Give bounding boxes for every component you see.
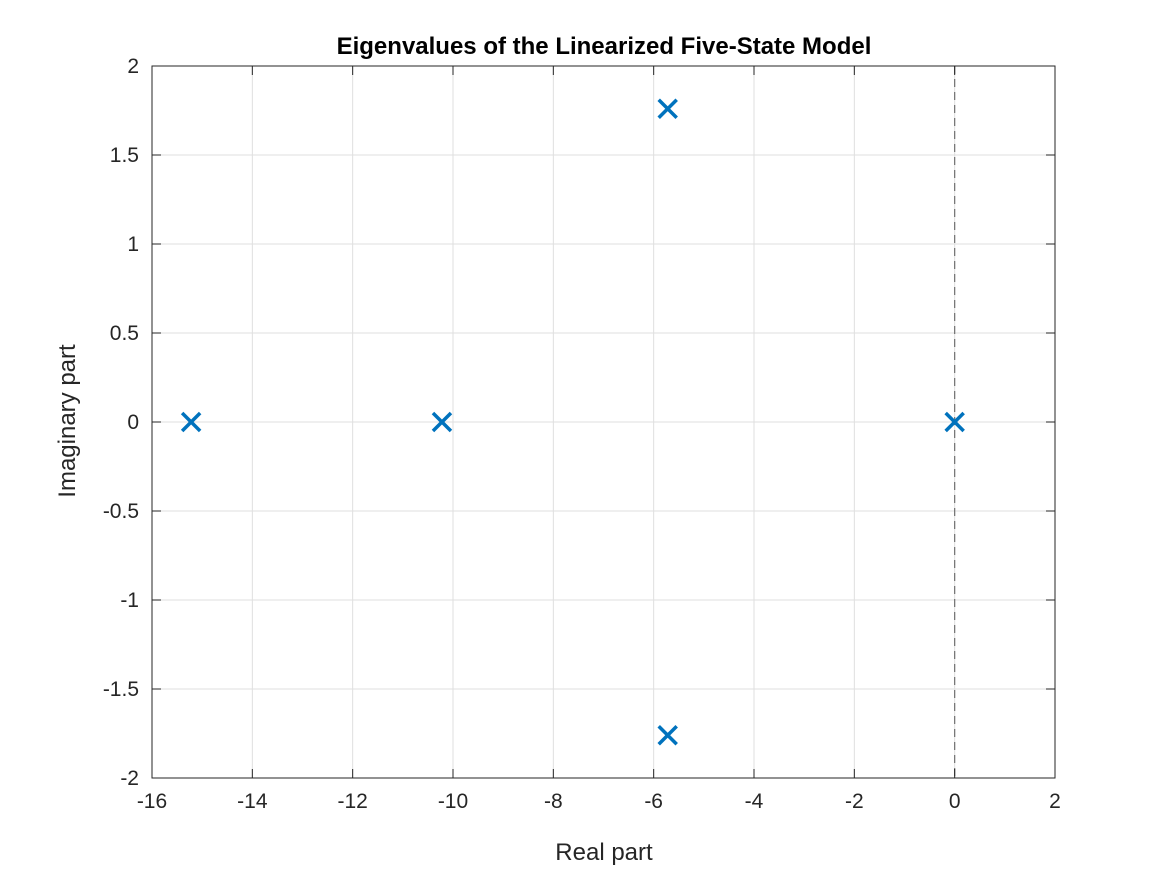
eigenvalue-marker [431,411,453,433]
x-tick-label: -16 [137,790,167,813]
x-tick-label: -14 [237,790,268,813]
x-tick-label: -10 [438,790,468,813]
y-tick-label: 2 [127,55,139,78]
x-tick-label: -12 [337,790,367,813]
chart-title: Eigenvalues of the Linearized Five-State… [337,33,872,60]
x-tick-label: 0 [949,790,961,813]
y-tick-label: 1.5 [110,144,139,167]
eigenvalue-marker [944,411,965,433]
y-axis-label: Imaginary part [54,344,81,498]
y-tick-labels: -2 -1.5 -1 -0.5 0 0.5 1 1.5 2 [103,55,139,790]
y-tick-label: -1 [120,589,139,612]
tick-marks [151,65,1056,779]
x-tick-label: 2 [1049,790,1061,813]
x-tick-label: -8 [544,790,563,813]
x-tick-label: -6 [644,790,663,813]
y-tick-label: 0.5 [110,322,139,345]
y-tick-label: -1.5 [103,678,139,701]
eigenvalue-marker [657,98,678,119]
eigenvalue-marker [657,725,678,746]
x-tick-label: -2 [845,790,864,813]
x-tick-labels: -16 -14 -12 -10 -8 -6 -4 -2 0 2 [137,790,1061,813]
x-axis-label: Real part [555,839,653,866]
data-markers [180,98,965,746]
grid [152,66,1055,778]
y-tick-label: 0 [127,411,139,434]
y-tick-label: -0.5 [103,500,139,523]
y-tick-label: -2 [120,767,139,790]
eigenvalue-marker [180,411,202,433]
y-tick-label: 1 [127,233,139,256]
x-tick-label: -4 [745,790,764,813]
